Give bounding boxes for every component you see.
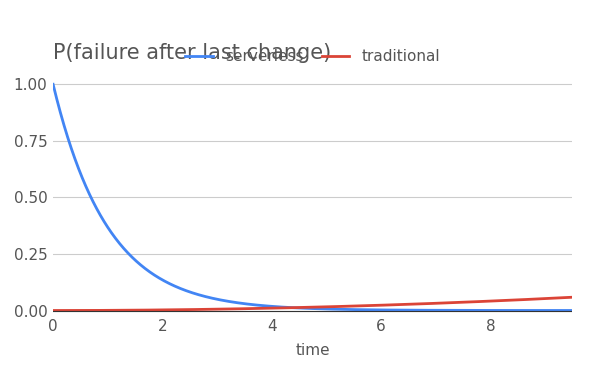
traditional	[50, 308, 57, 313]
traditional	[464, 300, 471, 304]
traditional	[260, 306, 267, 311]
traditional	[406, 302, 413, 307]
Line: traditional: traditional	[53, 297, 572, 311]
traditional	[454, 300, 461, 305]
traditional	[278, 306, 286, 310]
serverless	[464, 308, 471, 312]
serverless	[406, 308, 413, 312]
serverless	[103, 223, 110, 227]
Text: P(failure after last change): P(failure after last change)	[53, 43, 332, 63]
traditional	[569, 295, 576, 299]
traditional	[103, 308, 110, 312]
serverless	[569, 308, 576, 313]
X-axis label: time: time	[296, 343, 330, 358]
serverless	[454, 308, 461, 312]
serverless	[50, 82, 57, 87]
Legend: serverless, traditional: serverless, traditional	[185, 49, 440, 64]
serverless	[278, 305, 286, 309]
serverless	[260, 303, 267, 308]
Line: serverless: serverless	[53, 84, 572, 311]
